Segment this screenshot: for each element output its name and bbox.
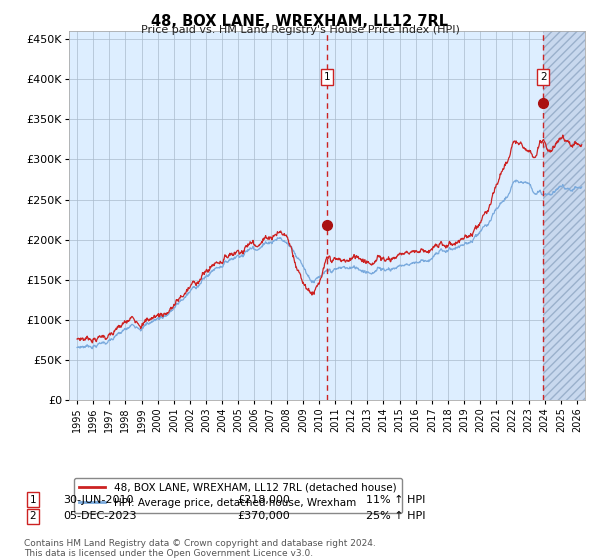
- Legend: 48, BOX LANE, WREXHAM, LL12 7RL (detached house), HPI: Average price, detached h: 48, BOX LANE, WREXHAM, LL12 7RL (detache…: [74, 478, 401, 514]
- Text: 2: 2: [29, 511, 37, 521]
- Text: 05-DEC-2023: 05-DEC-2023: [63, 511, 137, 521]
- Text: £218,000: £218,000: [237, 494, 290, 505]
- Text: 1: 1: [323, 72, 331, 82]
- Text: 11% ↑ HPI: 11% ↑ HPI: [366, 494, 425, 505]
- Text: 2: 2: [540, 72, 547, 82]
- Text: 30-JUN-2010: 30-JUN-2010: [63, 494, 133, 505]
- Text: £370,000: £370,000: [237, 511, 290, 521]
- Text: Price paid vs. HM Land Registry's House Price Index (HPI): Price paid vs. HM Land Registry's House …: [140, 25, 460, 35]
- Text: 1: 1: [29, 494, 37, 505]
- Text: Contains HM Land Registry data © Crown copyright and database right 2024.
This d: Contains HM Land Registry data © Crown c…: [24, 539, 376, 558]
- Text: 48, BOX LANE, WREXHAM, LL12 7RL: 48, BOX LANE, WREXHAM, LL12 7RL: [151, 14, 449, 29]
- Text: 25% ↑ HPI: 25% ↑ HPI: [366, 511, 425, 521]
- Bar: [544, 31, 585, 400]
